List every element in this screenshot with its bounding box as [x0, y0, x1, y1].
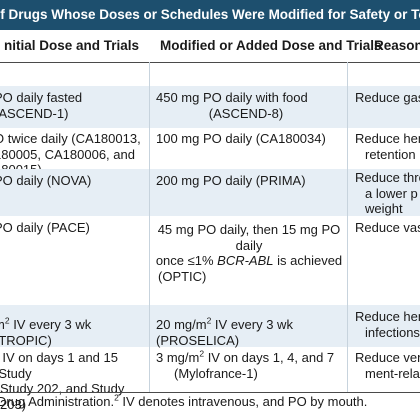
- header-modified-dose: Modified or Added Dose and Trials: [160, 38, 382, 53]
- header-reason: Reason fo: [374, 38, 420, 53]
- bottom-rule: [0, 392, 420, 393]
- cell-modified: 200 mg PO daily (PRIMA): [156, 173, 306, 188]
- cell-modified: 20 mg/m2 IV every 3 wk (PROSELICA): [156, 315, 293, 348]
- cell-modified: 100 mg PO daily (CA180034): [156, 131, 326, 146]
- cell-reason: Reduce vasc: [355, 220, 420, 235]
- cell-initial: PO daily (PACE): [0, 220, 90, 235]
- table-row: PO daily (PACE) 45 mg PO daily, then 15 …: [0, 216, 420, 284]
- table-title: of Drugs Whose Doses or Schedules Were M…: [0, 7, 420, 22]
- cell-initial: PO daily fasted (ASCEND-1): [0, 90, 83, 121]
- cell-reason: Reduce hema retention: [355, 131, 420, 162]
- cell-modified: 45 mg PO daily, then 15 mg PO daily once…: [155, 222, 343, 284]
- cell-reason: Reduce thron a lower p weight: [355, 170, 420, 216]
- column-header-row: nitial Dose and Trials Modified or Added…: [0, 30, 420, 62]
- table-row: PO daily (NOVA) 200 mg PO daily (PRIMA) …: [0, 169, 420, 216]
- cell-modified: 3 mg/m2 IV on days 1, 4, and 7 (Mylofran…: [156, 348, 335, 381]
- cell-modified: 450 mg PO daily with food (ASCEND-8): [156, 90, 308, 121]
- table-title-bar: of Drugs Whose Doses or Schedules Were M…: [0, 0, 420, 30]
- cell-reason: Reduce veno ment-rela: [355, 350, 420, 381]
- cell-initial: m2 IV every 3 wk (TROPIC): [0, 315, 92, 348]
- column-divider: [149, 62, 150, 392]
- cell-reason: Reduce gastr: [355, 90, 420, 105]
- table-row: m2 IV every 3 wk (TROPIC) 20 mg/m2 IV ev…: [0, 305, 420, 348]
- header-rule: [0, 62, 420, 63]
- cell-reason: Reduce hema infections: [355, 309, 420, 340]
- table-row: O twice daily (CA180013, 180005, CA18000…: [0, 128, 420, 177]
- category-row: [0, 283, 420, 305]
- category-row: [0, 63, 420, 86]
- table-footnote: Drug Administration.2 IV denotes intrave…: [0, 392, 368, 409]
- table-row: 2 IV on days 1 and 15 (Study Study 202, …: [0, 347, 420, 411]
- table-row: PO daily fasted (ASCEND-1) 450 mg PO dai…: [0, 86, 420, 128]
- cell-initial: PO daily (NOVA): [0, 173, 92, 188]
- header-initial-dose: nitial Dose and Trials: [4, 38, 140, 53]
- column-divider: [347, 62, 348, 392]
